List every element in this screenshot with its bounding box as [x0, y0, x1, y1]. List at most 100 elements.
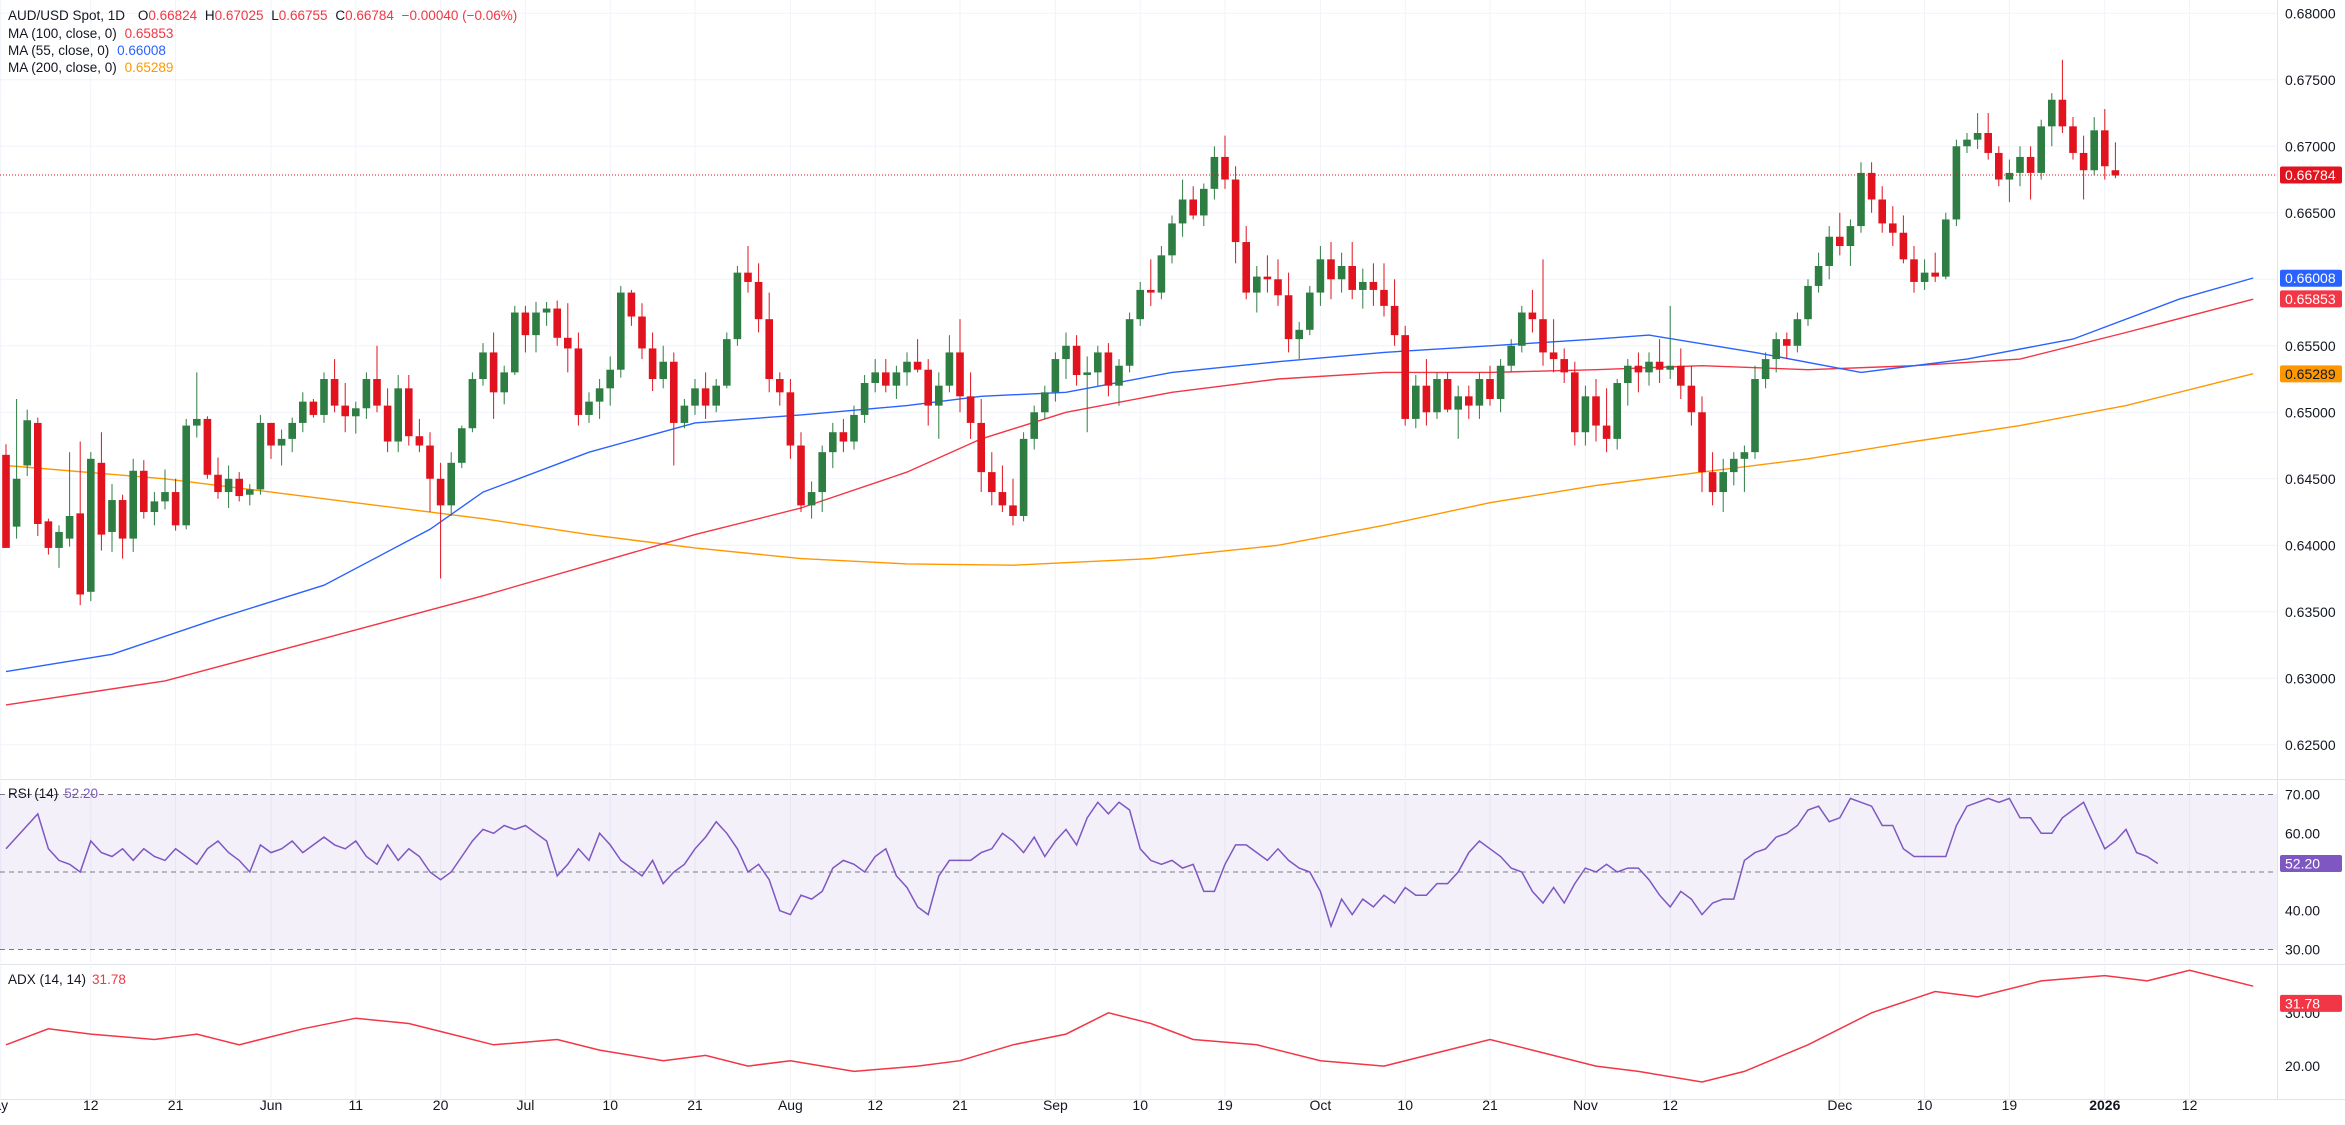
candle[interactable] [1412, 375, 1420, 429]
candle[interactable] [1009, 478, 1017, 526]
candle[interactable] [776, 372, 784, 406]
candle[interactable] [1083, 356, 1091, 433]
candle[interactable] [553, 300, 561, 346]
candle[interactable] [2058, 59, 2067, 133]
candle[interactable] [447, 452, 455, 517]
candle[interactable] [680, 398, 689, 429]
candle[interactable] [754, 263, 763, 333]
candle[interactable] [1136, 281, 1144, 326]
candle[interactable] [1168, 215, 1176, 264]
candle[interactable] [1041, 385, 1049, 419]
candle[interactable] [1899, 215, 1908, 264]
candle[interactable] [1284, 272, 1293, 353]
candle[interactable] [299, 392, 307, 433]
candle[interactable] [998, 465, 1007, 513]
candle[interactable] [2048, 93, 2056, 147]
candle[interactable] [1147, 259, 1155, 306]
candle[interactable] [2079, 135, 2088, 200]
candle[interactable] [1263, 255, 1272, 293]
candle[interactable] [1094, 345, 1102, 386]
candle[interactable] [1878, 186, 1886, 233]
candle[interactable] [1359, 268, 1367, 309]
candle[interactable] [118, 494, 127, 559]
candle[interactable] [12, 398, 21, 539]
candle[interactable] [383, 388, 392, 453]
candle[interactable] [1560, 348, 1568, 384]
candle[interactable] [1104, 343, 1113, 397]
candle[interactable] [1677, 348, 1685, 399]
candle[interactable] [1528, 289, 1537, 333]
candle[interactable] [44, 518, 53, 555]
candle[interactable] [712, 379, 720, 413]
candle[interactable] [765, 292, 773, 393]
candle[interactable] [1571, 361, 1579, 446]
candle[interactable] [1602, 388, 1611, 453]
candle[interactable] [818, 445, 826, 513]
candle[interactable] [670, 352, 678, 466]
candle[interactable] [320, 372, 328, 423]
candle[interactable] [458, 425, 466, 469]
candle[interactable] [1613, 379, 1621, 450]
candle[interactable] [129, 458, 137, 552]
candle[interactable] [277, 429, 286, 466]
candle[interactable] [2101, 109, 2109, 180]
candle[interactable] [903, 352, 911, 386]
candle[interactable] [1051, 352, 1060, 402]
candle[interactable] [1189, 186, 1197, 220]
candle[interactable] [807, 481, 816, 519]
candle[interactable] [1337, 252, 1346, 293]
candle[interactable] [415, 418, 424, 453]
candle[interactable] [659, 345, 667, 389]
candle[interactable] [1846, 219, 1855, 266]
candle[interactable] [1221, 135, 1229, 189]
candle[interactable] [1751, 365, 1759, 459]
candle[interactable] [1984, 113, 1992, 160]
candle[interactable] [521, 305, 530, 353]
candle[interactable] [871, 359, 879, 393]
candle[interactable] [1327, 242, 1335, 300]
candle[interactable] [76, 441, 84, 606]
candle[interactable] [1783, 332, 1791, 360]
candle[interactable] [1825, 226, 1833, 280]
candle[interactable] [405, 375, 413, 446]
candle[interactable] [617, 285, 625, 378]
candle[interactable] [87, 452, 95, 602]
candle[interactable] [1804, 279, 1812, 326]
candle[interactable] [1581, 385, 1590, 446]
candle[interactable] [341, 383, 349, 433]
candle[interactable] [140, 460, 148, 519]
candle[interactable] [945, 335, 954, 393]
candle[interactable] [723, 332, 731, 389]
candle[interactable] [1857, 162, 1865, 233]
candle[interactable] [882, 359, 890, 393]
candle[interactable] [2037, 119, 2045, 180]
candle[interactable] [161, 469, 169, 510]
candle[interactable] [309, 398, 318, 418]
candle[interactable] [55, 525, 63, 568]
candle[interactable] [585, 392, 593, 423]
candle[interactable] [1200, 183, 1208, 227]
candle[interactable] [468, 372, 477, 433]
candle[interactable] [1295, 321, 1303, 360]
candle[interactable] [1634, 352, 1643, 393]
candle[interactable] [352, 401, 360, 434]
candle[interactable] [1072, 335, 1081, 386]
candle[interactable] [1274, 259, 1282, 306]
candle[interactable] [966, 372, 975, 439]
candle[interactable] [1380, 263, 1388, 317]
candle-layer[interactable] [2, 59, 2120, 606]
candle[interactable] [214, 457, 222, 499]
candle[interactable] [65, 452, 74, 547]
candle[interactable] [839, 418, 848, 453]
candle[interactable] [1306, 285, 1314, 336]
candle[interactable] [701, 372, 710, 419]
candle[interactable] [150, 492, 159, 526]
candle[interactable] [744, 246, 752, 293]
candle[interactable] [1475, 372, 1484, 419]
candle[interactable] [235, 472, 243, 502]
candle[interactable] [479, 343, 487, 386]
candle[interactable] [1687, 365, 1696, 426]
candle[interactable] [1019, 432, 1028, 522]
candle[interactable] [1157, 246, 1166, 300]
candle[interactable] [1465, 385, 1473, 419]
